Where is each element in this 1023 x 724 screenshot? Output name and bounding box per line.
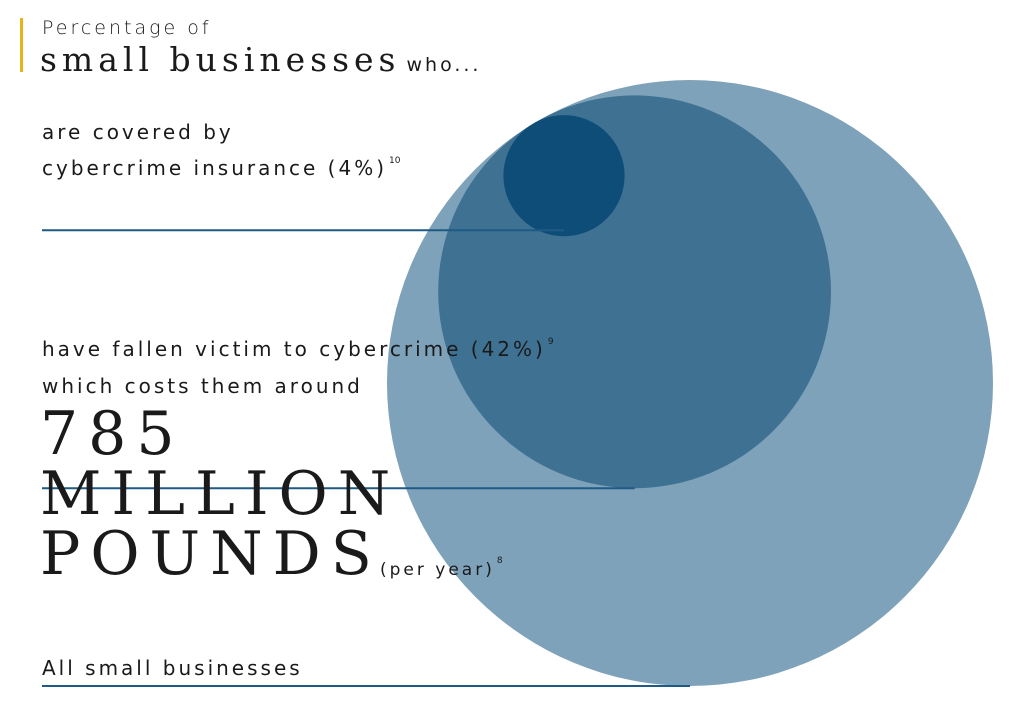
bubble-cybercrime-victims xyxy=(438,95,831,489)
bubble-insurance-covered xyxy=(503,115,625,237)
label-insurance-line2: cybercrime insurance (4%) 10 xyxy=(42,156,401,180)
label-all-small-businesses: All small businesses xyxy=(42,656,303,680)
title-line2: small businesses who... xyxy=(40,40,481,79)
cost-unit-million: MILLION xyxy=(40,459,401,529)
cost-number: 785 xyxy=(40,399,185,469)
title-strong: small businesses xyxy=(40,40,401,79)
title-tail: who... xyxy=(406,54,482,76)
cost-intro: which costs them around xyxy=(42,374,363,398)
label-victims: have fallen victim to cybercrime (42%) 9 xyxy=(42,337,554,361)
footnote-victims: 9 xyxy=(547,337,554,347)
label-insurance-line1: are covered by xyxy=(42,120,234,144)
footnote-cost: 8 xyxy=(496,556,503,566)
cost-unit-pounds: POUNDS xyxy=(40,519,382,589)
footnote-insurance: 10 xyxy=(389,156,401,166)
cost-per-year: (per year) 8 xyxy=(380,556,503,580)
title-line1: Percentage of xyxy=(42,17,212,39)
title-accent-bar xyxy=(20,18,23,72)
